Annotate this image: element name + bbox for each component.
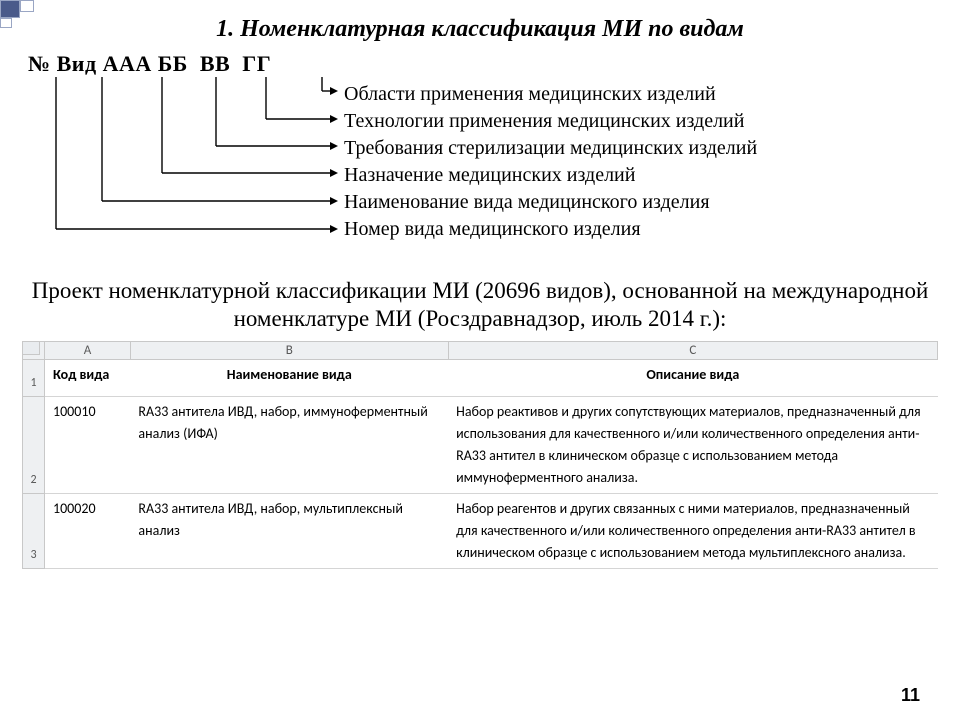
column-letter-row: A B C xyxy=(23,342,938,360)
spreadsheet-body: 1Код видаНаименование видаОписание вида2… xyxy=(23,360,938,569)
cell[interactable]: RA33 антитела ИВД, набор, мультиплексный… xyxy=(130,494,448,569)
cell[interactable]: Набор реактивов и других сопутствующих м… xyxy=(448,397,937,494)
slide-subtitle: Проект номенклатурной классификации МИ (… xyxy=(22,277,938,333)
diagram-label: Назначение медицинских изделий xyxy=(344,162,757,189)
row-number[interactable]: 3 xyxy=(23,494,45,569)
column-header[interactable]: B xyxy=(130,342,448,360)
table-row: 1Код видаНаименование видаОписание вида xyxy=(23,360,938,397)
cell[interactable]: RA33 антитела ИВД, набор, иммуноферментн… xyxy=(130,397,448,494)
diagram-label: Наименование вида медицинского изделия xyxy=(344,189,757,216)
classification-diagram: № Вид ААА ББ ВВ ГГ Области применения ме… xyxy=(22,51,938,271)
diagram-label: Требования стерилизации медицинских изде… xyxy=(344,135,757,162)
cell[interactable]: 100010 xyxy=(44,397,130,494)
diagram-lines xyxy=(22,51,352,251)
slide-content: 1. Номенклатурная классификация МИ по ви… xyxy=(0,0,960,720)
spreadsheet-table: A B C 1Код видаНаименование видаОписание… xyxy=(22,341,938,569)
spreadsheet-container: A B C 1Код видаНаименование видаОписание… xyxy=(22,341,938,569)
slide-title: 1. Номенклатурная классификация МИ по ви… xyxy=(22,16,938,43)
cell[interactable]: 100020 xyxy=(44,494,130,569)
row-number[interactable]: 2 xyxy=(23,397,45,494)
column-header[interactable]: A xyxy=(44,342,130,360)
diagram-label: Номер вида медицинского изделия xyxy=(344,216,757,243)
cell[interactable]: Набор реагентов и других связанных с ним… xyxy=(448,494,937,569)
column-header[interactable]: C xyxy=(448,342,937,360)
table-row: 3100020RA33 антитела ИВД, набор, мультип… xyxy=(23,494,938,569)
cell[interactable]: Описание вида xyxy=(448,360,937,397)
diagram-labels: Области применения медицинских изделий Т… xyxy=(344,81,757,243)
row-number[interactable]: 1 xyxy=(23,360,45,397)
cell[interactable]: Код вида xyxy=(44,360,130,397)
table-row: 2100010RA33 антитела ИВД, набор, иммуноф… xyxy=(23,397,938,494)
sheet-select-all-corner[interactable] xyxy=(22,341,40,355)
diagram-label: Области применения медицинских изделий xyxy=(344,81,757,108)
page-number: 11 xyxy=(901,685,920,706)
cell[interactable]: Наименование вида xyxy=(130,360,448,397)
diagram-label: Технологии применения медицинских издели… xyxy=(344,108,757,135)
